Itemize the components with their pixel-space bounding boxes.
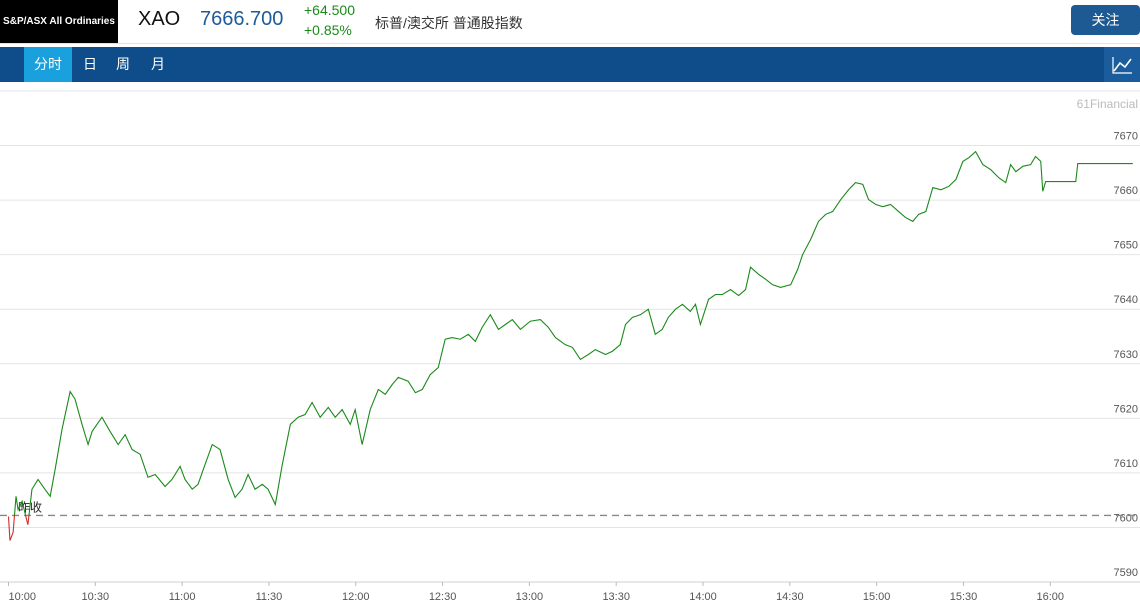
logo: S&P/ASX All Ordinaries [0, 0, 118, 43]
y-tick-label: 7630 [1114, 349, 1138, 361]
symbol: XAO [138, 8, 181, 30]
y-tick-label: 7640 [1114, 294, 1138, 306]
x-tick-label: 12:00 [342, 591, 370, 603]
y-tick-label: 7660 [1114, 185, 1138, 197]
change-pct: +0.85% [304, 22, 352, 38]
x-tick-label: 14:30 [776, 591, 804, 603]
x-tick-label: 12:30 [429, 591, 457, 603]
chart: 61Financial 7590 7600 7610 7620 7630 7640 7650… [0, 90, 1140, 603]
price: 7666.700 [200, 8, 284, 30]
y-tick-label: 7670 [1114, 131, 1138, 143]
follow-button[interactable]: 关注 [1071, 5, 1140, 35]
y-tick-label: 7600 [1114, 512, 1138, 524]
watermark: 61Financial [1077, 97, 1138, 111]
tab[interactable]: 日 [83, 56, 97, 72]
x-tick-label: 13:30 [602, 591, 630, 603]
y-tick-label: 7620 [1114, 403, 1138, 415]
icon [1112, 57, 1132, 74]
tab[interactable]: 周 [116, 56, 130, 72]
tab[interactable]: 月 [151, 56, 165, 72]
x-tick-label: 16:00 [1037, 591, 1065, 603]
tab[interactable]: 分时 [24, 47, 72, 82]
tab-bar: 分时 日 周 月 [0, 47, 1140, 82]
index-name: 标普/澳交所 普通股指数 [375, 15, 523, 31]
y-tick-label: 7610 [1114, 458, 1138, 470]
x-tick-label: 13:00 [516, 591, 544, 603]
change: +64.500 [304, 2, 355, 18]
y-tick-label: 7590 [1114, 567, 1138, 579]
price-line [7, 150, 1133, 541]
header: S&P/ASX All Ordinaries XAO 7666.700 +64.… [0, 0, 1140, 44]
x-tick-label: 10:30 [82, 591, 110, 603]
chart-icon[interactable] [1104, 47, 1140, 82]
x-tick-label: 10:00 [9, 591, 37, 603]
x-tick-label: 15:00 [863, 591, 891, 603]
y-tick-label: 7650 [1114, 240, 1138, 252]
x-tick-label: 14:00 [689, 591, 717, 603]
x-tick-label: 11:00 [169, 591, 196, 603]
x-tick-label: 11:30 [256, 591, 283, 603]
x-tick-label: 15:30 [950, 591, 978, 603]
